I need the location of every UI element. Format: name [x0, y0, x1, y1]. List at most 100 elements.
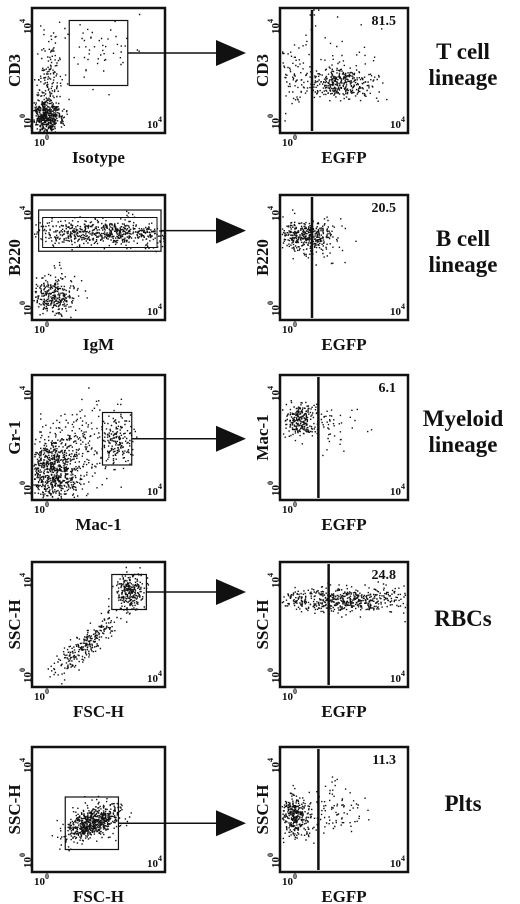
x-axis-label: EGFP	[321, 335, 366, 354]
tick-exponent: 4	[266, 386, 275, 390]
tick-label: 100	[266, 301, 282, 316]
y-axis-label: SSC-H	[253, 599, 272, 649]
tick-label: 104	[266, 386, 282, 401]
tick-exponent: 4	[266, 573, 275, 577]
percent-label: 20.5	[372, 201, 397, 216]
tick-label: 100	[34, 500, 49, 516]
y-axis-label: SSC-H	[253, 784, 272, 834]
tick-base: 10	[270, 23, 282, 35]
tick-base: 10	[270, 672, 282, 684]
plot-frame	[30, 560, 167, 689]
tick-label: 104	[18, 758, 34, 773]
tick-base: 10	[282, 137, 294, 149]
x-axis-label: IgM	[83, 335, 114, 354]
y-axis-label: Gr-1	[5, 420, 24, 454]
tick-base: 10	[147, 858, 159, 870]
tick-base: 10	[270, 577, 282, 589]
tick-base: 10	[147, 119, 159, 131]
y-axis-label: SSC-H	[5, 784, 24, 834]
x-axis-label: EGFP	[321, 148, 366, 167]
plot-frame	[30, 193, 167, 322]
tick-exponent: 4	[158, 115, 162, 124]
tick-exponent: 4	[158, 854, 162, 863]
tick-label: 104	[147, 115, 162, 131]
tick-exponent: 4	[401, 854, 405, 863]
tick-base: 10	[22, 210, 34, 222]
scatter-cloud	[281, 209, 357, 266]
tick-base: 10	[22, 672, 34, 684]
tick-label: 100	[282, 687, 297, 703]
tick-base: 10	[34, 691, 46, 703]
tick-base: 10	[34, 876, 46, 888]
scatter-cloud	[33, 210, 165, 320]
y-axis-label: CD3	[253, 54, 272, 87]
x-axis-label: Isotype	[72, 148, 125, 167]
tick-base: 10	[22, 762, 34, 774]
x-axis-label: EGFP	[321, 702, 366, 721]
tick-exponent: 0	[18, 668, 27, 672]
tick-label: 104	[390, 115, 405, 131]
tick-exponent: 4	[266, 19, 275, 23]
tick-base: 10	[282, 876, 294, 888]
arrow-head	[216, 579, 246, 605]
tick-exponent: 0	[266, 114, 275, 118]
tick-label: 100	[34, 133, 49, 149]
tick-label: 100	[34, 687, 49, 703]
tick-base: 10	[270, 305, 282, 317]
tick-base: 10	[22, 577, 34, 589]
lineage-label: RBCs	[434, 606, 492, 631]
tick-base: 10	[22, 485, 34, 497]
plot-frame	[278, 373, 410, 502]
tick-label: 104	[266, 206, 282, 221]
y-axis-label: B220	[253, 239, 272, 276]
arrow-head	[216, 217, 246, 244]
tick-base: 10	[282, 691, 294, 703]
tick-label: 104	[266, 758, 282, 773]
tick-exponent: 4	[18, 573, 27, 577]
y-axis-label: B220	[5, 239, 24, 276]
plot-frame	[30, 745, 167, 874]
tick-label: 100	[282, 133, 297, 149]
tick-label: 100	[18, 114, 34, 129]
tick-base: 10	[390, 119, 402, 131]
tick-exponent: 0	[266, 481, 275, 485]
tick-label: 100	[266, 481, 282, 496]
tick-label: 104	[266, 19, 282, 34]
tick-exponent: 0	[266, 301, 275, 305]
tick-exponent: 4	[401, 115, 405, 124]
tick-base: 10	[34, 504, 46, 516]
scatter-cloud	[282, 400, 373, 457]
tick-label: 104	[147, 854, 162, 870]
plot-frame	[278, 6, 410, 135]
tick-base: 10	[34, 137, 46, 149]
tick-exponent: 4	[18, 386, 27, 390]
tick-label: 100	[18, 481, 34, 496]
tick-exponent: 0	[18, 114, 27, 118]
tick-exponent: 4	[18, 758, 27, 762]
tick-exponent: 0	[18, 853, 27, 857]
percent-label: 6.1	[379, 381, 397, 396]
tick-base: 10	[270, 390, 282, 402]
tick-exponent: 0	[293, 500, 297, 509]
x-axis-label: EGFP	[321, 515, 366, 534]
tick-exponent: 4	[18, 19, 27, 23]
tick-exponent: 4	[266, 206, 275, 210]
plot-frame	[30, 6, 167, 135]
tick-exponent: 4	[158, 302, 162, 311]
tick-label: 104	[18, 386, 34, 401]
lineage-label: lineage	[429, 65, 498, 90]
tick-exponent: 4	[266, 758, 275, 762]
tick-base: 10	[147, 486, 159, 498]
tick-exponent: 0	[266, 853, 275, 857]
x-axis-label: FSC-H	[73, 702, 124, 721]
tick-base: 10	[390, 306, 402, 318]
tick-exponent: 0	[45, 687, 49, 696]
tick-label: 104	[390, 302, 405, 318]
tick-label: 104	[390, 669, 405, 685]
arrow-head	[216, 810, 246, 837]
tick-label: 100	[18, 668, 34, 683]
percent-label: 24.8	[372, 568, 397, 583]
tick-label: 100	[34, 872, 49, 888]
tick-exponent: 0	[293, 687, 297, 696]
